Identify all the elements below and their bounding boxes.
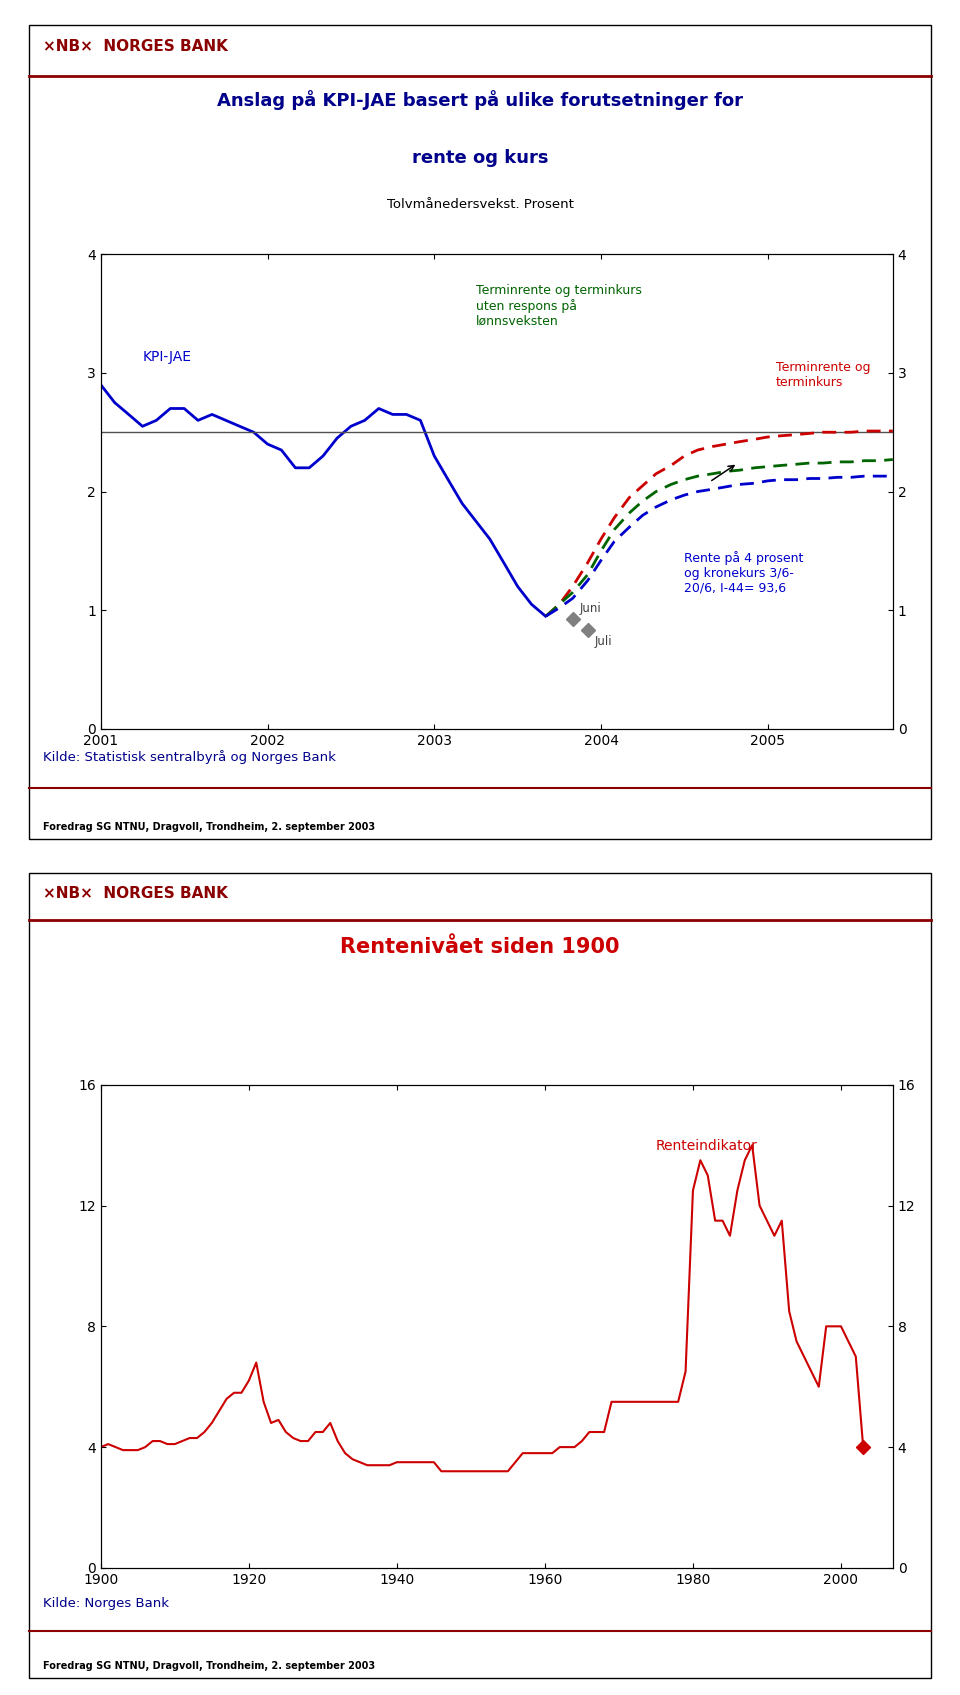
Text: Renteindikator: Renteindikator (656, 1139, 757, 1153)
Text: Foredrag SG NTNU, Dragvoll, Trondheim, 2. september 2003: Foredrag SG NTNU, Dragvoll, Trondheim, 2… (43, 822, 375, 832)
Text: Anslag på KPI-JAE basert på ulike forutsetninger for: Anslag på KPI-JAE basert på ulike foruts… (217, 90, 743, 110)
Text: Kilde: Statistisk sentralbyrå og Norges Bank: Kilde: Statistisk sentralbyrå og Norges … (43, 751, 336, 764)
Text: Juni: Juni (579, 602, 601, 615)
Text: Tolvmånedersvekst. Prosent: Tolvmånedersvekst. Prosent (387, 198, 573, 212)
Text: ×NB×  NORGES BANK: ×NB× NORGES BANK (43, 886, 228, 902)
Text: Juli: Juli (594, 636, 612, 647)
Text: Terminrente og
terminkurs: Terminrente og terminkurs (776, 361, 871, 390)
Text: KPI-JAE: KPI-JAE (142, 351, 191, 364)
Text: rente og kurs: rente og kurs (412, 149, 548, 168)
Text: Rentenivået siden 1900: Rentenivået siden 1900 (340, 937, 620, 958)
Text: ×NB×  NORGES BANK: ×NB× NORGES BANK (43, 39, 228, 54)
Text: Terminrente og terminkurs
uten respons på
lønnsveksten: Terminrente og terminkurs uten respons p… (476, 283, 642, 329)
Text: Rente på 4 prosent
og kronekurs 3/6-
20/6, I-44= 93,6: Rente på 4 prosent og kronekurs 3/6- 20/… (684, 551, 804, 595)
Text: Kilde: Norges Bank: Kilde: Norges Bank (43, 1597, 169, 1610)
Text: Foredrag SG NTNU, Dragvoll, Trondheim, 2. september 2003: Foredrag SG NTNU, Dragvoll, Trondheim, 2… (43, 1661, 375, 1671)
